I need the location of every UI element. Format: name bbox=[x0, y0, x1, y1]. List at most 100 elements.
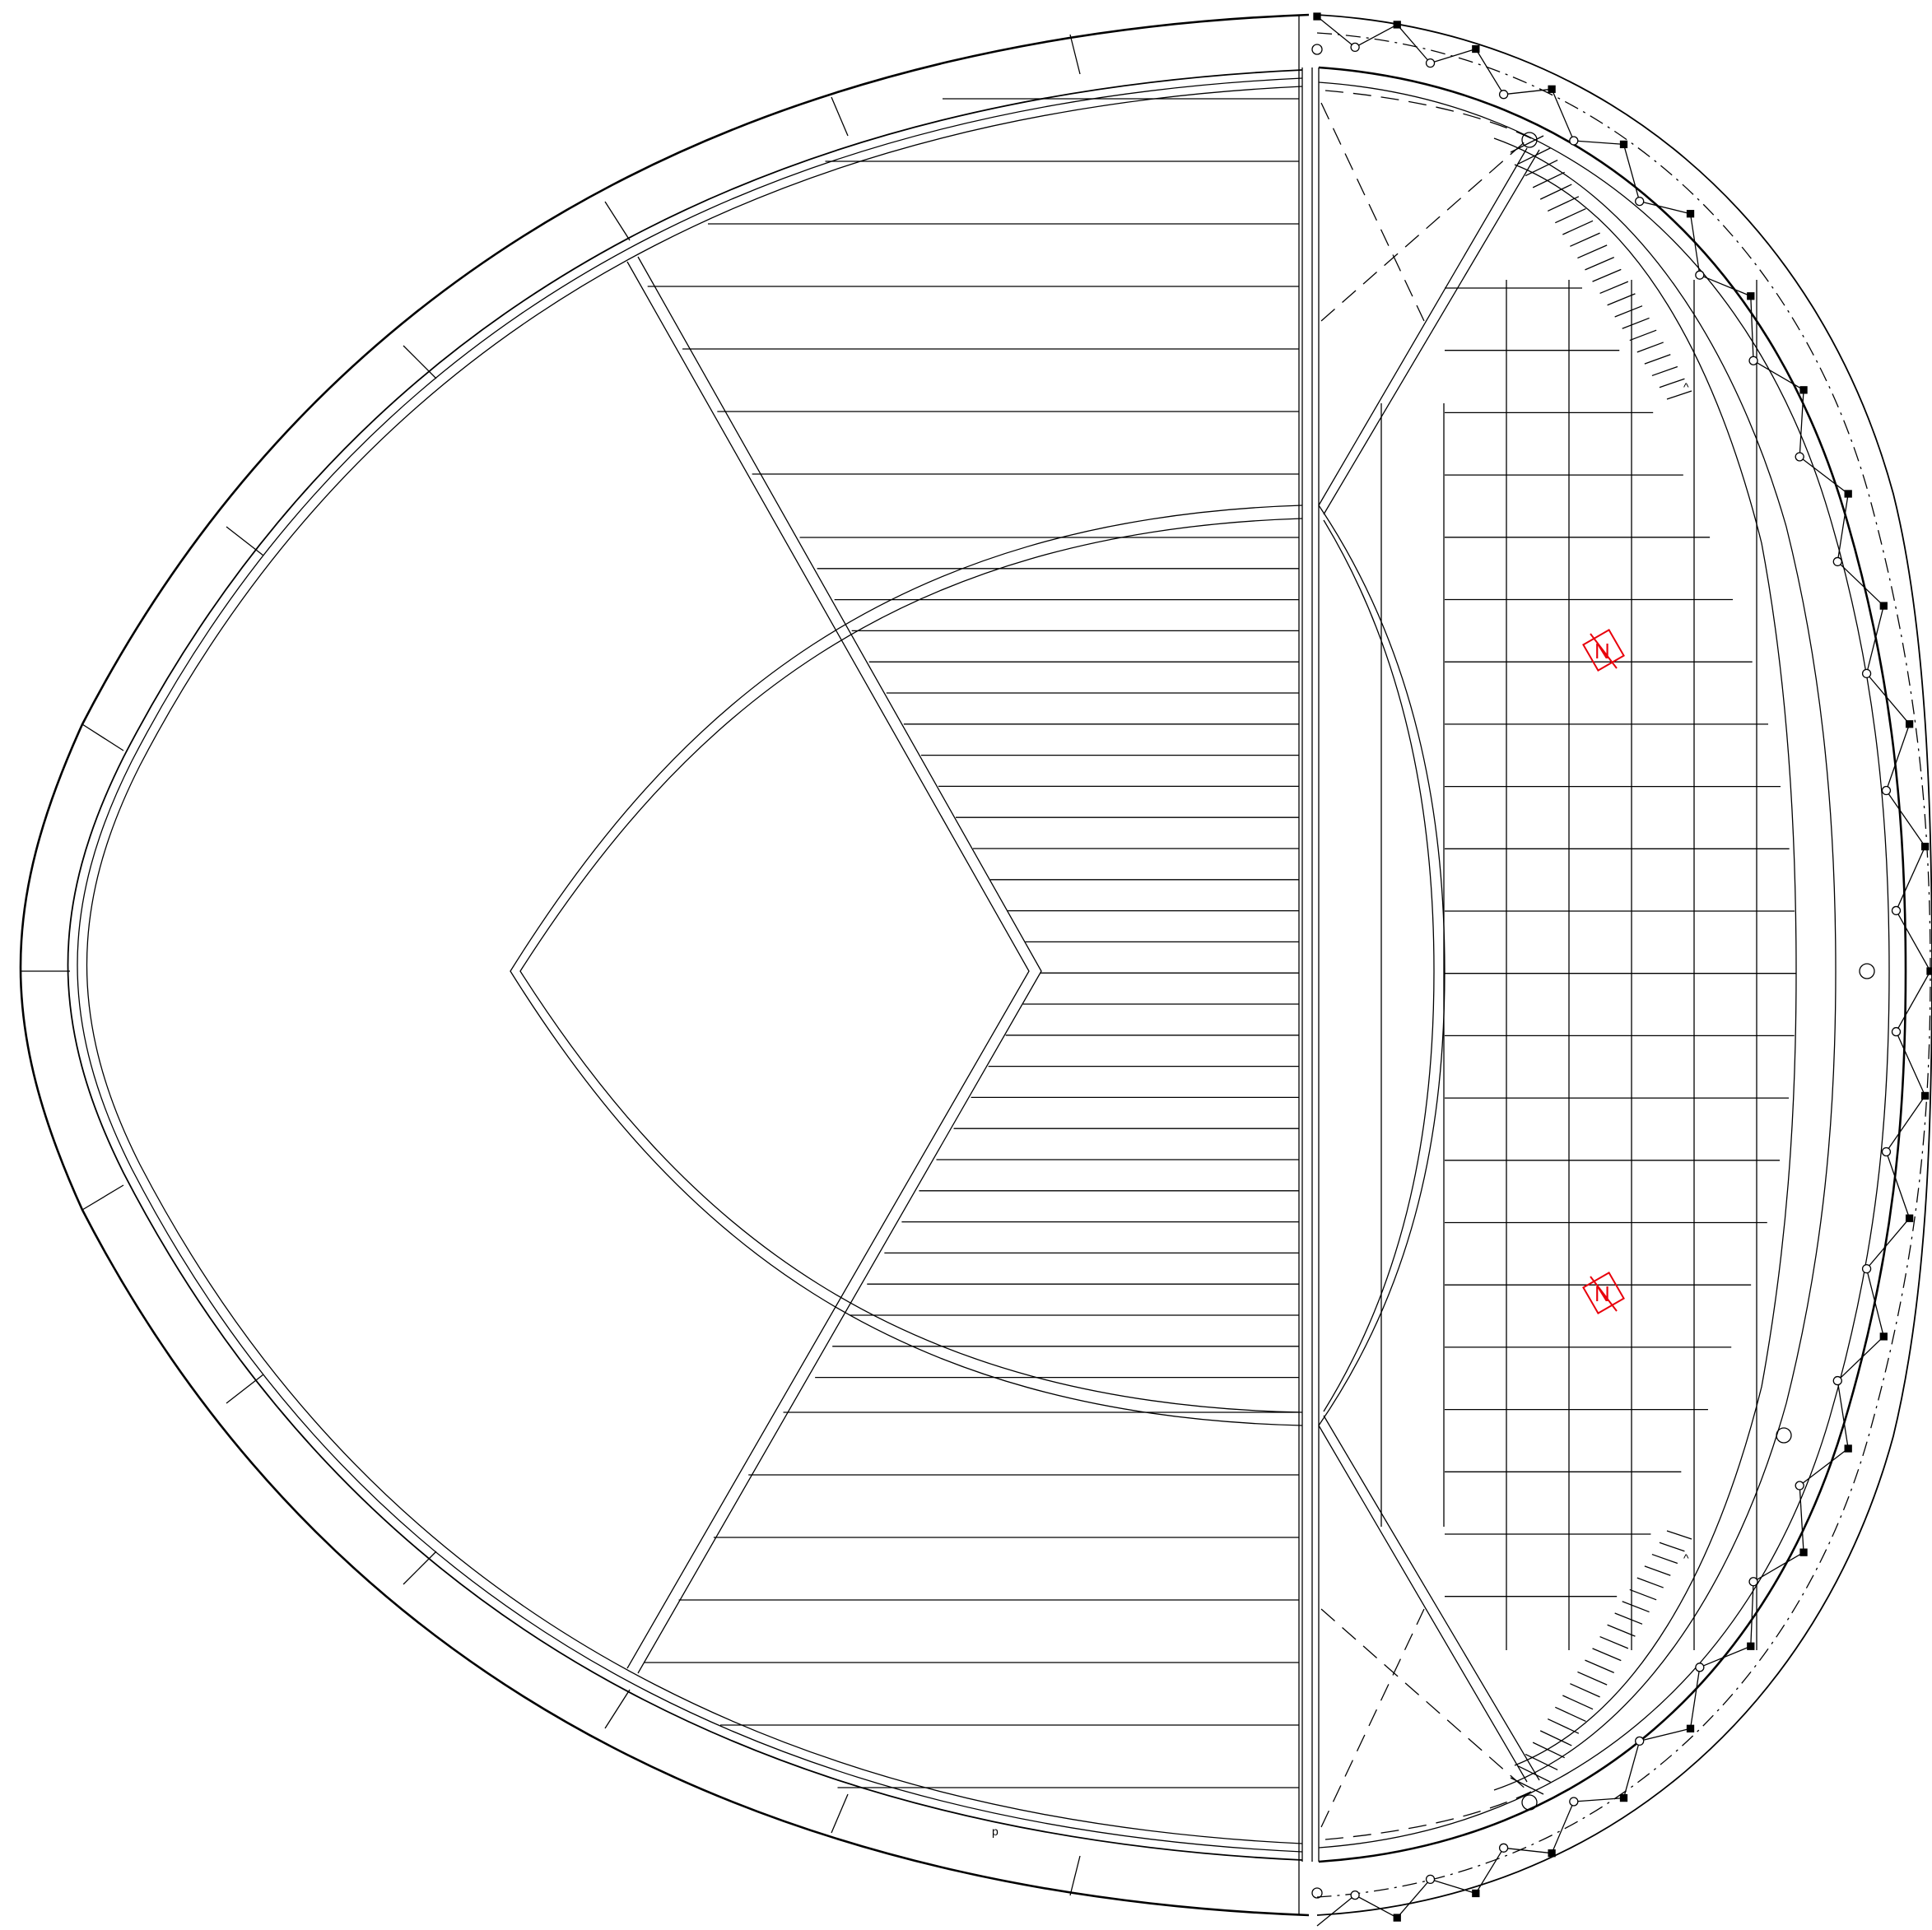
truss-anchor bbox=[1926, 967, 1932, 975]
truss-node bbox=[1498, 90, 1509, 100]
stair-tread bbox=[1517, 1765, 1551, 1783]
truss-anchor bbox=[1472, 44, 1480, 53]
truss-anchor bbox=[1844, 1444, 1852, 1453]
truss-member bbox=[1837, 560, 1884, 607]
truss-anchor bbox=[1879, 602, 1888, 610]
truss-node bbox=[1350, 42, 1360, 53]
truss-anchor bbox=[1747, 292, 1755, 300]
truss-member bbox=[1885, 790, 1926, 847]
truss-member bbox=[1396, 1878, 1432, 1918]
stair-tread bbox=[1562, 1695, 1594, 1710]
truss-member bbox=[1573, 1797, 1624, 1802]
outer-ring-right bbox=[1316, 14, 1932, 1916]
truss-member bbox=[1475, 1847, 1505, 1894]
stair-tread bbox=[1629, 1588, 1657, 1601]
truss-anchor bbox=[1844, 490, 1852, 498]
truss-member bbox=[1865, 1268, 1884, 1337]
truss-member bbox=[1354, 24, 1398, 48]
central-spine bbox=[1298, 15, 1320, 1915]
truss-member bbox=[1799, 456, 1849, 495]
truss-anchor bbox=[1879, 1332, 1888, 1341]
stair-tread bbox=[1614, 1612, 1643, 1625]
truss-member bbox=[1551, 89, 1575, 142]
truss-member bbox=[1753, 1551, 1804, 1583]
right-grid bbox=[1380, 280, 1796, 1650]
truss-node bbox=[1891, 905, 1902, 916]
truss-member bbox=[1753, 360, 1804, 391]
truss-node bbox=[1748, 1577, 1758, 1587]
truss-node bbox=[1350, 1890, 1360, 1900]
stair-tread bbox=[1570, 1683, 1600, 1698]
truss-node bbox=[1569, 1797, 1579, 1807]
truss-member bbox=[1689, 213, 1701, 276]
truss-member bbox=[1430, 48, 1477, 64]
symbol-upper: N bbox=[1582, 629, 1625, 672]
stair-tread bbox=[1517, 147, 1551, 165]
stair-tread bbox=[1525, 1753, 1558, 1771]
truss-anchor bbox=[1393, 1914, 1401, 1922]
stair-tread bbox=[1592, 1648, 1622, 1662]
truss-member bbox=[1750, 1581, 1754, 1647]
truss-anchor bbox=[1619, 140, 1628, 149]
stair-arrow-upper: ^ bbox=[1683, 380, 1689, 393]
stair-tread bbox=[1599, 281, 1629, 295]
truss-member bbox=[1885, 1151, 1911, 1219]
truss-anchor bbox=[1313, 12, 1321, 21]
truss-member bbox=[1622, 144, 1641, 202]
stair-tread bbox=[1659, 378, 1685, 388]
stair-tread bbox=[1666, 1530, 1692, 1540]
truss-member bbox=[1551, 1801, 1575, 1853]
stair-tread bbox=[1555, 1706, 1586, 1723]
truss-anchor bbox=[1920, 1091, 1930, 1100]
truss-node bbox=[1695, 270, 1705, 280]
stair-tread bbox=[1622, 317, 1650, 329]
truss-member bbox=[1316, 1895, 1356, 1927]
stair-tread bbox=[1636, 1577, 1664, 1588]
diagonal-walls bbox=[626, 256, 1042, 1674]
truss-member bbox=[1799, 1485, 1804, 1553]
truss-node bbox=[1881, 1146, 1892, 1157]
inner-shell-line-3 bbox=[86, 86, 1303, 1844]
truss-member bbox=[1895, 910, 1931, 972]
stair-tread bbox=[1547, 1718, 1580, 1734]
inner-shell-line-1 bbox=[67, 69, 1303, 1861]
truss-node bbox=[1795, 1481, 1804, 1491]
stair-arrow-lower: ^ bbox=[1683, 1551, 1689, 1565]
truss-member bbox=[1430, 1878, 1477, 1895]
stair-tread bbox=[1562, 220, 1594, 235]
truss-member bbox=[1895, 1031, 1926, 1096]
truss-node bbox=[1891, 1026, 1902, 1037]
stair-tread bbox=[1510, 135, 1544, 153]
stair-tread bbox=[1592, 268, 1622, 282]
truss-anchor bbox=[1472, 1889, 1480, 1898]
truss-member bbox=[1622, 1741, 1641, 1798]
right-inner-arc bbox=[1318, 505, 1446, 1426]
truss-node bbox=[1635, 196, 1645, 207]
truss-anchor bbox=[1686, 1724, 1695, 1732]
truss-anchor bbox=[1548, 85, 1556, 93]
truss-member bbox=[1396, 24, 1432, 64]
stair-tread bbox=[1659, 1542, 1685, 1552]
truss-anchor bbox=[1920, 842, 1930, 851]
stair-tread bbox=[1570, 232, 1600, 247]
truss-anchor bbox=[1799, 1548, 1808, 1556]
symbol-lower: N bbox=[1582, 1272, 1625, 1314]
stair-tread bbox=[1599, 1635, 1629, 1649]
truss-centerline bbox=[1316, 32, 1931, 1898]
truss-node bbox=[1748, 356, 1758, 365]
truss-member bbox=[1866, 1217, 1911, 1270]
truss-member bbox=[1866, 672, 1911, 725]
stair-tread bbox=[1644, 1565, 1671, 1576]
stair-tread bbox=[1651, 365, 1678, 377]
truss-member bbox=[1699, 274, 1752, 297]
right-outline bbox=[1318, 66, 1907, 1863]
truss-node bbox=[1695, 1663, 1705, 1672]
truss-member bbox=[1865, 605, 1884, 674]
truss-member bbox=[1895, 846, 1926, 911]
truss-node bbox=[1569, 136, 1579, 146]
stair-tread bbox=[1539, 1730, 1572, 1746]
stair-tread bbox=[1577, 244, 1608, 259]
truss-node bbox=[1425, 1874, 1436, 1885]
truss-member bbox=[1885, 723, 1911, 791]
small-label: p bbox=[992, 1825, 999, 1838]
